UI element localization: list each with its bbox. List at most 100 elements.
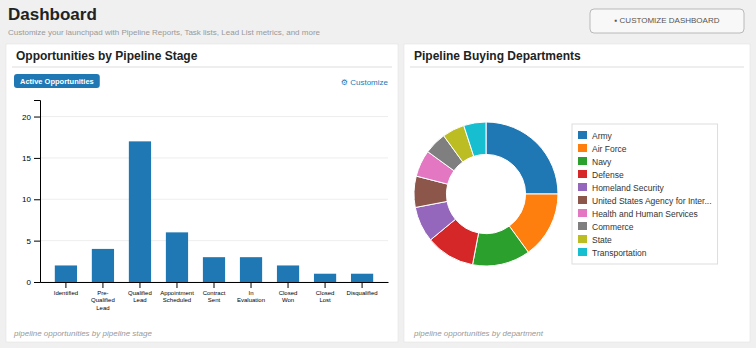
- tick-mark: [139, 282, 140, 288]
- panel: [6, 44, 398, 342]
- tick-label: 10: [22, 195, 31, 204]
- legend-swatch: [578, 144, 587, 152]
- legend-swatch: [578, 170, 587, 178]
- panel-title: Opportunities by Pipeline Stage: [16, 49, 198, 63]
- bar: [351, 274, 373, 282]
- legend-swatch: [578, 235, 587, 243]
- tick-mark: [102, 282, 103, 288]
- tick-label: InEvaluation: [237, 290, 265, 303]
- bar-panel: Opportunities by Pipeline Stage Active Op…: [6, 44, 398, 342]
- legend-entry: Transportation: [592, 248, 647, 258]
- legend-swatch: [578, 209, 587, 217]
- separator: [12, 67, 392, 68]
- legend-entry: State: [592, 235, 612, 245]
- tick-label: 5: [27, 237, 32, 246]
- slice: [464, 122, 486, 156]
- tick-label: Pre-QualifiedLead: [91, 290, 115, 310]
- donut-panel: Pipeline Buying Departmentspipeline oppo…: [404, 44, 750, 342]
- dashboard: DashboardCustomize your launchpad with P…: [0, 0, 756, 348]
- legend-box: [572, 124, 718, 264]
- tick: Pre-QualifiedLead: [91, 282, 115, 311]
- button-label[interactable]: ▪ CUSTOMIZE DASHBOARD: [615, 16, 720, 25]
- tick-mark: [251, 282, 252, 288]
- donut: [414, 122, 558, 266]
- tick: QualifiedLead: [128, 282, 152, 303]
- slice: [415, 201, 455, 239]
- tick: 15: [22, 154, 40, 163]
- dashboard-subtitle: Customize your launchpad with Pipeline R…: [8, 28, 321, 37]
- slice: [473, 226, 529, 266]
- legend-swatch: [578, 196, 587, 204]
- bar: [277, 265, 299, 282]
- tick-label: ClosedLost: [316, 290, 335, 303]
- legend: ArmyAir ForceNavyDefenseHomeland Securit…: [572, 124, 718, 264]
- panel: [404, 44, 750, 342]
- tick: ClosedLost: [316, 282, 335, 303]
- tick-mark: [34, 117, 40, 118]
- tick-label: ContractSent: [203, 290, 226, 303]
- tick: ContractSent: [203, 282, 226, 303]
- customize-button[interactable]: ▪ CUSTOMIZE DASHBOARD: [590, 9, 744, 33]
- background: [0, 0, 756, 348]
- bar: [166, 232, 188, 282]
- tick-label: 20: [22, 113, 31, 122]
- badge: Active Opportunities: [14, 74, 100, 88]
- legend-swatch: [578, 183, 587, 191]
- bar: [92, 249, 114, 282]
- tick: InEvaluation: [237, 282, 265, 303]
- x-axis: Identified Pre-QualifiedLead QualifiedLead…: [41, 282, 389, 311]
- slice: [486, 122, 558, 194]
- legend-swatch: [578, 157, 587, 165]
- tick: 0: [27, 278, 40, 287]
- legend-entry: Defense: [592, 170, 624, 180]
- bar: [129, 141, 151, 282]
- bar: [240, 257, 262, 282]
- tick-mark: [176, 282, 177, 288]
- tick-label: 0: [27, 278, 32, 287]
- grid-line: [40, 157, 388, 158]
- y-axis: 0 5 10 15 20: [22, 101, 40, 288]
- badge-label: Active Opportunities: [20, 77, 94, 86]
- tick-mark: [34, 241, 40, 242]
- bar: [55, 265, 77, 282]
- legend-entry: Health and Human Services: [592, 209, 698, 219]
- bar: [203, 257, 225, 282]
- separator: [410, 67, 744, 68]
- tick-mark: [325, 282, 326, 288]
- grid-line: [40, 116, 388, 117]
- legend-entry: Commerce: [592, 222, 634, 232]
- tick-mark: [214, 282, 215, 288]
- button-box[interactable]: [590, 9, 744, 33]
- legend-entry: Air Force: [592, 144, 627, 154]
- grid: [40, 117, 388, 282]
- tick-mark: [34, 158, 40, 159]
- legend-entry: Homeland Security: [592, 183, 665, 193]
- tick-label: AppointmentScheduled: [160, 290, 194, 303]
- tick: 10: [22, 195, 40, 204]
- legend-swatch: [578, 248, 587, 256]
- tick-mark: [34, 199, 40, 200]
- tick-mark: [362, 282, 363, 288]
- legend-entry: United States Agency for Inter...: [592, 196, 712, 206]
- tick-label: 15: [22, 154, 31, 163]
- tick-label: Identified: [54, 290, 78, 296]
- tick-mark: [34, 282, 40, 283]
- tick: 5: [27, 237, 40, 246]
- tick-mark: [65, 282, 66, 288]
- tick: ClosedWon: [279, 282, 298, 303]
- tick-label: ClosedWon: [279, 290, 298, 303]
- tick: 20: [22, 113, 40, 122]
- bars: [55, 141, 373, 282]
- footer: pipeline opportunities by department: [413, 329, 544, 338]
- customize-link[interactable]: ⚙ Customize: [341, 78, 389, 87]
- legend-swatch: [578, 222, 587, 230]
- legend-swatch: [578, 131, 587, 139]
- tick: AppointmentScheduled: [160, 282, 194, 303]
- tick-label: Disqualified: [347, 290, 378, 296]
- tick: Identified: [54, 282, 78, 296]
- grid-line: [40, 240, 388, 241]
- tick: Disqualified: [347, 282, 378, 296]
- legend-entry: Army: [592, 131, 613, 141]
- tick-mark: [288, 282, 289, 288]
- footer: pipeline opportunities by pipeline stage: [13, 329, 152, 338]
